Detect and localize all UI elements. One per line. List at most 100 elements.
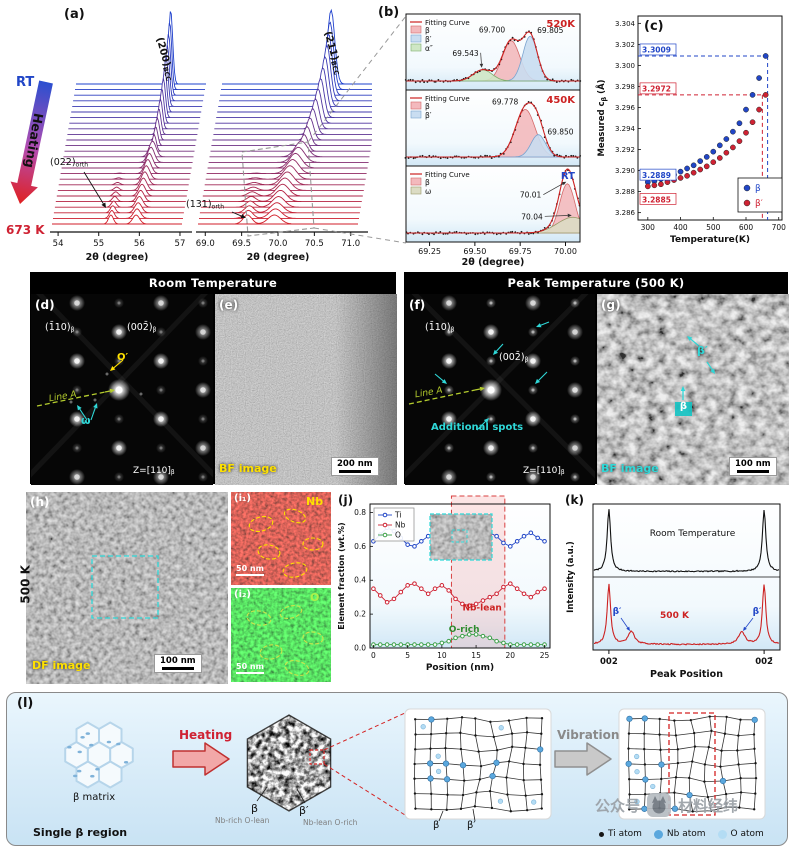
svg-text:3.2889: 3.2889: [642, 171, 671, 180]
svg-text:3.292: 3.292: [615, 146, 635, 154]
svg-text:β′: β′: [613, 607, 622, 617]
element-fraction-chart: 0.0 0.2 0.4 0.6 0.8 0 5 10 15 20 25 Nb-lean O-rich Ti…: [337, 495, 551, 673]
svg-text:Measured cβ (Å): Measured cβ (Å): [596, 79, 608, 156]
atom-legend-item: O atom: [717, 829, 764, 839]
spot-label-002bar-f: (002̄)β: [499, 352, 529, 364]
section-room-temperature: Room Temperature (d) (1̄10)β (002̄)β O′ …: [30, 272, 397, 485]
svg-text:2θ (degree): 2θ (degree): [247, 252, 310, 263]
svg-text:3.2885: 3.2885: [642, 195, 671, 204]
svg-text:ω: ω: [425, 187, 431, 196]
svg-text:3.304: 3.304: [615, 20, 636, 28]
svg-text:57: 57: [175, 239, 186, 249]
svg-text:Room Temperature: Room Temperature: [650, 529, 736, 539]
svg-text:3.286: 3.286: [615, 209, 636, 217]
svg-text:0.8: 0.8: [354, 508, 366, 517]
panel-e-tag: (e): [219, 298, 239, 312]
spot-label-002bar: (002̄)β: [127, 322, 157, 334]
svg-text:69.5: 69.5: [232, 239, 251, 249]
eds-map-nb: [231, 492, 331, 585]
svg-text:0: 0: [371, 651, 376, 660]
svg-text:Fitting Curve: Fitting Curve: [425, 19, 470, 27]
svg-text:O: O: [395, 531, 401, 540]
svg-text:β: β: [755, 184, 761, 194]
scale-bar-i1: 50 nm: [236, 564, 264, 576]
svg-text:Peak Position: Peak Position: [650, 669, 723, 680]
svg-text:3.298: 3.298: [615, 83, 635, 91]
spot-label-1bar10: (1̄10)β: [45, 322, 75, 334]
svg-text:0.6: 0.6: [354, 542, 366, 551]
svg-text:3.3009: 3.3009: [642, 45, 671, 54]
svg-text:520K: 520K: [546, 19, 576, 30]
beta-label-g: β: [679, 401, 688, 412]
eds-map-o: [231, 588, 331, 682]
svg-text:3.2972: 3.2972: [642, 84, 671, 93]
mechanism-schematic: [64, 708, 766, 822]
svg-text:002̄: 002̄: [755, 657, 773, 667]
xrd-waterfall-chart: 54 55 56 57 2θ (degree) 69.0 69.5 70.0 70.5 71.0 2…: [10, 8, 372, 263]
temp-end-label: 673 K: [6, 223, 45, 237]
svg-text:Fitting Curve: Fitting Curve: [425, 171, 470, 179]
atom-dot-icon: [599, 831, 604, 837]
beta-prime-label-g: β′: [697, 344, 708, 357]
watermark-text-2: 材料经纬: [678, 796, 739, 815]
svg-text:3.294: 3.294: [615, 125, 636, 133]
bf-image-peak-temp: [597, 294, 789, 485]
svg-text:56: 56: [134, 239, 145, 249]
atom-legend-label: Nb atom: [666, 829, 706, 839]
svg-text:α″: α″: [425, 44, 433, 53]
o-map-label: O: [310, 591, 320, 604]
svg-text:10: 10: [437, 651, 447, 660]
svg-text:69.850: 69.850: [547, 128, 573, 137]
panel-b-tag: (b): [378, 5, 400, 20]
svg-text:β: β: [425, 26, 430, 35]
svg-text:69.25: 69.25: [418, 247, 441, 256]
svg-text:Temperature(K): Temperature(K): [670, 235, 750, 245]
heating-step-label: Heating: [179, 728, 233, 742]
beta-prime-phase-label: β′: [299, 804, 309, 817]
bf-image-label-g: BF image: [601, 462, 659, 475]
watermark: 公众号 材料经纬: [595, 793, 738, 817]
svg-text:70.0: 70.0: [269, 239, 288, 249]
svg-text:71.0: 71.0: [341, 239, 360, 249]
svg-text:β: β: [425, 178, 430, 187]
beta-prime-composition-label: Nb-lean O-rich: [303, 818, 358, 827]
svg-text:Position (nm): Position (nm): [426, 663, 494, 673]
row-500k: 500 K 0.0 0.2 0.4 0.6 0.8 0 5 10 15 20 25 Nb-lean O-…: [0, 488, 791, 688]
beta-matrix-label: β matrix: [73, 792, 116, 803]
svg-text:3.290: 3.290: [615, 167, 635, 175]
scale-bar-e: 200 nm: [331, 457, 379, 476]
panel-l-schematic: (l) β matrix Single β region Heating β N…: [6, 692, 788, 846]
atom-dot-icon: [653, 829, 663, 839]
nb-map-label: Nb: [306, 495, 324, 508]
svg-text:500 K: 500 K: [660, 611, 690, 621]
atom-legend-item: Nb atom: [653, 829, 706, 839]
svg-text:69.805: 69.805: [537, 26, 563, 35]
beta-phase-label: β: [251, 802, 259, 815]
svg-text:300: 300: [641, 223, 656, 232]
svg-text:002: 002: [600, 657, 618, 667]
svg-text:β′: β′: [753, 607, 762, 617]
lattice-beta-prime-label: β′: [467, 820, 476, 831]
single-beta-region-label: Single β region: [33, 826, 128, 839]
zone-axis-label-f: Z=[110]β: [523, 466, 565, 477]
scale-bar-line: [737, 470, 769, 473]
svg-text:600: 600: [739, 223, 754, 232]
svg-text:O-rich: O-rich: [449, 625, 480, 635]
lattice-beta-label: β: [433, 820, 440, 831]
room-temperature-header: Room Temperature: [31, 273, 395, 293]
zone-axis-label-d: Z=[110]β: [133, 466, 175, 477]
svg-text:69.75: 69.75: [509, 247, 532, 256]
scale-bar-line: [162, 667, 194, 670]
bf-image-label-e: BF image: [219, 462, 277, 475]
svg-text:3.288: 3.288: [615, 188, 635, 196]
svg-text:0.2: 0.2: [354, 610, 366, 619]
panel-g-tag: (g): [601, 298, 621, 312]
panel-i2-tag: (i₂): [234, 589, 251, 600]
row-side-label: 500 K: [18, 565, 33, 604]
svg-text:69.778: 69.778: [492, 97, 518, 106]
svg-text:Intensity (a.u.): Intensity (a.u.): [566, 541, 576, 613]
svg-text:0.4: 0.4: [354, 576, 366, 585]
svg-text:54: 54: [53, 239, 64, 249]
svg-text:RT: RT: [561, 171, 575, 182]
svg-text:Fitting Curve: Fitting Curve: [425, 95, 470, 103]
